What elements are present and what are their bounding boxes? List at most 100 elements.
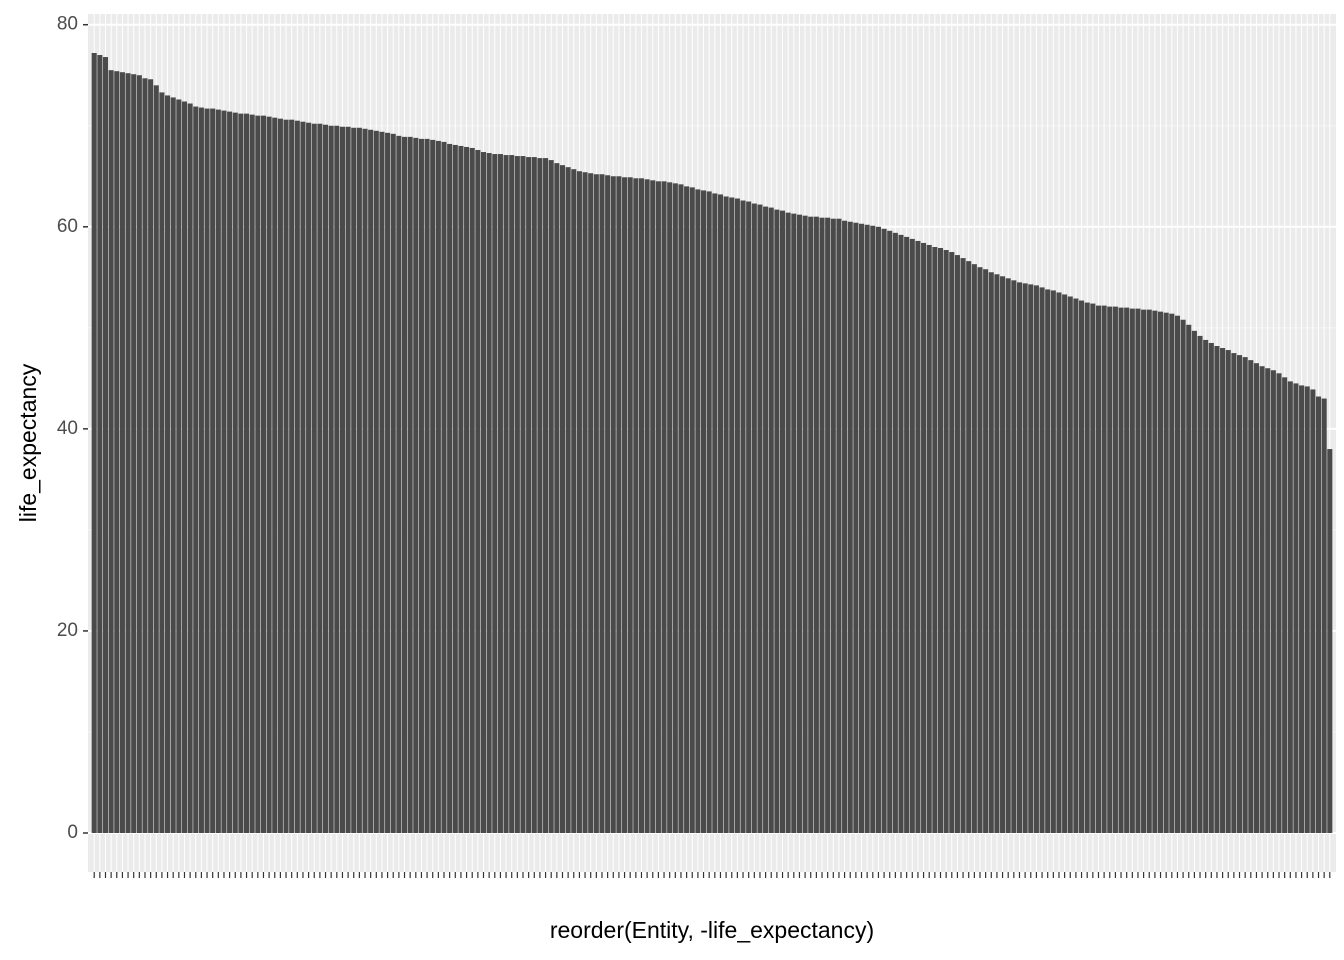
- bar: [328, 125, 334, 834]
- bar: [1118, 307, 1124, 833]
- bar: [283, 119, 289, 833]
- bar: [1067, 296, 1073, 833]
- bar: [238, 113, 244, 833]
- bar: [937, 248, 944, 833]
- bar: [362, 128, 368, 833]
- bar: [543, 158, 549, 834]
- bar: [853, 222, 859, 833]
- bar: [108, 70, 114, 834]
- bar: [650, 180, 656, 834]
- bar: [757, 204, 763, 834]
- bar: [712, 193, 718, 833]
- y-axis-title: life_expectancy: [15, 363, 41, 522]
- bar: [520, 156, 526, 833]
- bar: [356, 127, 362, 833]
- bar: [1095, 305, 1102, 833]
- bar: [1056, 292, 1062, 834]
- bar: [1101, 305, 1107, 833]
- bar: [125, 73, 131, 833]
- bar: [1174, 315, 1180, 833]
- bar: [170, 97, 176, 834]
- y-tick-label: 40: [57, 418, 78, 439]
- bar: [791, 213, 797, 833]
- bar: [644, 179, 650, 833]
- y-tick-label: 0: [67, 822, 78, 843]
- bar: [260, 115, 267, 834]
- bar: [949, 252, 955, 834]
- bar: [1005, 278, 1011, 833]
- bar: [396, 135, 402, 834]
- bar: [413, 137, 419, 833]
- bar: [102, 57, 109, 834]
- bar: [1039, 287, 1045, 833]
- bar: [1112, 306, 1118, 833]
- bar: [176, 99, 182, 833]
- bar: [672, 183, 678, 833]
- bar: [588, 173, 594, 833]
- bar: [1090, 303, 1096, 833]
- bar: [244, 113, 250, 833]
- bar: [700, 190, 707, 834]
- bar: [509, 155, 515, 833]
- bar: [475, 149, 481, 833]
- bar: [684, 186, 690, 834]
- bar: [97, 55, 103, 833]
- bar: [1124, 307, 1130, 833]
- bar: [661, 181, 667, 834]
- bar: [232, 112, 238, 834]
- bar: [334, 125, 340, 834]
- bar: [165, 95, 171, 833]
- bar: [469, 147, 475, 833]
- bar: [1236, 355, 1243, 833]
- y-tick-label: 80: [57, 14, 78, 35]
- y-tick-label: 20: [57, 620, 78, 641]
- bar: [153, 85, 159, 833]
- bar: [599, 174, 605, 833]
- bar: [966, 261, 972, 833]
- bar: [1045, 289, 1051, 833]
- bar: [181, 101, 188, 833]
- bar: [204, 108, 210, 833]
- bar: [198, 107, 204, 834]
- bar: [1203, 339, 1209, 833]
- bar: [114, 71, 120, 834]
- bar: [537, 158, 543, 834]
- bar: [1287, 381, 1293, 833]
- bar: [136, 75, 142, 834]
- bar: [763, 206, 769, 833]
- bar: [447, 143, 453, 834]
- bar: [1033, 285, 1039, 833]
- bar: [1022, 283, 1028, 834]
- bar: [689, 187, 695, 833]
- bar: [1276, 373, 1282, 833]
- bar: [486, 153, 492, 834]
- bar: [1180, 319, 1186, 834]
- bar: [819, 217, 825, 834]
- bar: [1253, 363, 1259, 833]
- bar: [289, 119, 295, 833]
- bar: [345, 126, 351, 834]
- bar: [1163, 312, 1169, 833]
- bar: [385, 132, 391, 833]
- bar: [322, 124, 329, 834]
- bar: [695, 189, 701, 834]
- bar: [91, 53, 97, 833]
- bar: [988, 272, 994, 833]
- bar: [1220, 348, 1226, 833]
- bar: [300, 121, 306, 834]
- bar: [678, 184, 684, 833]
- bar: [277, 118, 283, 833]
- bar: [1265, 368, 1271, 833]
- bar: [1169, 313, 1175, 833]
- bar: [576, 171, 582, 834]
- bar: [1141, 309, 1147, 834]
- bar: [1327, 449, 1333, 833]
- bar: [898, 234, 904, 833]
- bar: [887, 230, 893, 833]
- bar: [915, 240, 921, 833]
- bar: [921, 242, 927, 833]
- bar: [870, 225, 876, 833]
- bar: [582, 172, 588, 834]
- bar: [187, 103, 193, 834]
- bar: [746, 201, 752, 833]
